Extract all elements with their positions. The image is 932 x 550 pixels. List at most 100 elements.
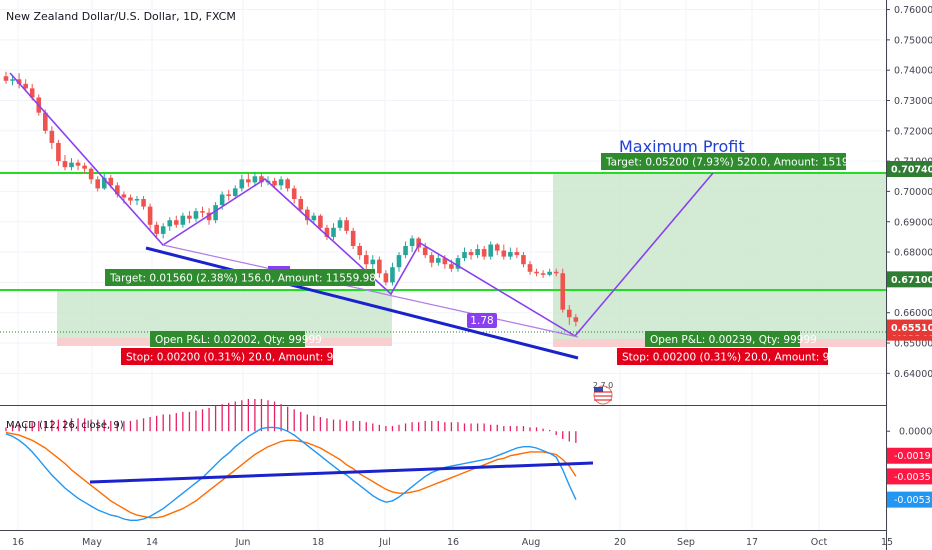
- time-tick-label: 20: [614, 537, 626, 548]
- candle-body: [226, 194, 231, 196]
- candle-body: [508, 252, 513, 257]
- candle-body: [278, 179, 284, 186]
- candle-body: [573, 317, 579, 322]
- candle-body: [206, 212, 212, 221]
- price-badge-label: 0.67100: [891, 275, 932, 286]
- candle-body: [147, 206, 153, 225]
- candle-body: [527, 264, 533, 272]
- candle-body: [187, 215, 192, 219]
- ratio-badge[interactable]: 1.78: [467, 313, 497, 328]
- earnings-marker-label: 2.7.0: [593, 381, 613, 390]
- candle-body: [298, 199, 304, 210]
- candle-body: [160, 226, 166, 234]
- candle-body: [318, 215, 323, 228]
- candle-body: [436, 258, 441, 263]
- stop-label-1: Stop: 0.00200 (0.31%) 20.0, Amount: 9800: [121, 348, 353, 365]
- candle-body: [219, 194, 225, 206]
- ratio-label: 1.78: [470, 315, 493, 327]
- price-tick-label: 0.72000: [894, 126, 932, 137]
- candle-body: [560, 273, 566, 310]
- candle-body: [134, 199, 140, 201]
- candle-body: [468, 252, 474, 256]
- candle-body: [377, 259, 382, 274]
- long-position-2[interactable]: [553, 173, 886, 347]
- candle-body: [311, 215, 317, 221]
- pnl-label-2: Open P&L: 0.00239, Qty: 99999: [645, 331, 817, 347]
- candle-body: [475, 249, 480, 256]
- candle-body: [154, 224, 159, 234]
- price-tick-label: 0.75000: [894, 35, 932, 46]
- price-tick-label: 0.68000: [894, 248, 932, 259]
- candle-body: [363, 255, 369, 265]
- candle-body: [88, 168, 94, 180]
- pattern-projection-line[interactable]: [162, 244, 579, 338]
- pnl-text-2: Open P&L: 0.00239, Qty: 99999: [650, 334, 817, 346]
- price-tick-label: 0.69000: [894, 217, 932, 228]
- candle-body: [370, 259, 376, 265]
- price-badge-label: 0.65510: [891, 323, 932, 334]
- candle-body: [43, 112, 48, 131]
- time-tick-label: 14: [146, 537, 158, 548]
- candle-body: [16, 79, 22, 84]
- candle-body: [56, 142, 61, 162]
- candle-body: [246, 179, 251, 183]
- candle-body: [62, 161, 68, 168]
- macd-line: [5, 426, 577, 521]
- candle-body: [337, 220, 343, 228]
- price-axis[interactable]: 0.760000.750000.740000.730000.720000.710…: [886, 5, 932, 380]
- time-tick-label: Jun: [235, 537, 251, 548]
- candle-body: [514, 252, 520, 256]
- pnl-label-1: Open P&L: 0.02002, Qty: 99999: [150, 331, 322, 347]
- candle-body: [331, 227, 336, 237]
- candle-body: [567, 309, 572, 318]
- candle-body: [553, 271, 559, 274]
- candle-body: [494, 244, 500, 251]
- macd-badge-label: -0.0053: [894, 495, 931, 506]
- candle-body: [180, 215, 186, 225]
- price-tick-label: 0.66000: [894, 308, 932, 319]
- candle-body: [442, 258, 448, 265]
- trend-line-price[interactable]: [145, 246, 579, 360]
- time-tick-label: 18: [312, 537, 324, 548]
- earnings-flag-icon[interactable]: 2.7.0: [593, 381, 613, 405]
- candle-body: [383, 273, 389, 283]
- candle-body: [121, 194, 127, 198]
- candle-body: [174, 220, 179, 225]
- candle-body: [75, 162, 81, 166]
- candle-body: [259, 176, 264, 183]
- candle-body: [69, 162, 74, 168]
- candle-body: [3, 76, 9, 81]
- price-badge: [887, 319, 932, 336]
- macd-tick-label: 0.0000: [899, 427, 932, 438]
- candle-body: [167, 220, 173, 227]
- candle-body: [101, 177, 107, 189]
- candle-body: [547, 271, 552, 275]
- time-tick-label: May: [82, 537, 102, 548]
- candle-body: [23, 83, 28, 89]
- trend-line-macd[interactable]: [89, 461, 594, 484]
- maximum-profit-annotation[interactable]: Maximum Profit: [619, 137, 745, 156]
- target-label-2: Target: 0.05200 (7.93%) 520.0, Amount: 1…: [601, 153, 872, 170]
- candle-body: [82, 165, 87, 169]
- candle-body: [115, 185, 120, 195]
- time-axis[interactable]: 16 May 14 Jun 18 Jul 16 Aug 20 Sep 17 Oct 15: [12, 537, 893, 548]
- candle-body: [534, 271, 539, 274]
- candle-body: [481, 249, 487, 257]
- macd-axis[interactable]: 0.0000 -0.0019 -0.0035 -0.0053: [886, 427, 932, 508]
- price-tick-label: 0.64000: [894, 369, 932, 380]
- target-text-1: Target: 0.01560 (2.38%) 156.0, Amount: 1…: [109, 273, 376, 285]
- candle-body: [422, 247, 428, 256]
- candle-body: [200, 211, 205, 213]
- candle-body: [521, 255, 526, 265]
- time-tick-label: 16: [447, 537, 459, 548]
- pnl-text-1: Open P&L: 0.02002, Qty: 99999: [155, 334, 322, 346]
- candle-body: [128, 197, 133, 201]
- target-label-1: Target: 0.01560 (2.38%) 156.0, Amount: 1…: [105, 269, 376, 286]
- time-tick-label: 15: [881, 537, 893, 548]
- candle-body: [429, 255, 435, 263]
- candle-body: [455, 258, 461, 269]
- macd-badge: [887, 491, 932, 508]
- candle-body: [10, 79, 15, 81]
- candle-body: [108, 177, 114, 186]
